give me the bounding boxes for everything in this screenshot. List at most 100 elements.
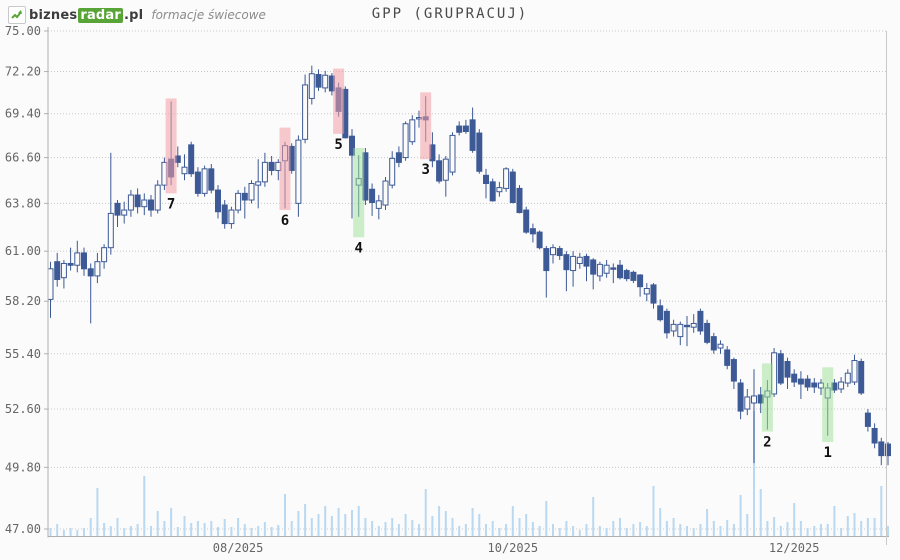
volume-bar: [330, 516, 333, 536]
candle-body-up: [181, 166, 188, 175]
volume-bar: [444, 511, 447, 536]
candle-body-up: [838, 381, 845, 390]
volume-bar: [605, 528, 608, 536]
volume-bar: [538, 526, 541, 536]
volume-bar: [833, 506, 836, 536]
candle-body-up: [643, 288, 650, 295]
volume-bar: [257, 526, 260, 536]
volume-bar: [726, 520, 729, 536]
pattern-highlight-7[interactable]: [165, 98, 177, 194]
volume-bar: [552, 524, 554, 536]
candle-body-down: [684, 324, 690, 328]
candle-body-down: [134, 194, 141, 208]
candle-body-down: [737, 382, 744, 412]
volume-bar: [572, 526, 575, 536]
volume-bar: [820, 524, 822, 536]
candle-body-up: [101, 247, 108, 263]
candle-body-down: [529, 228, 536, 235]
volume-bar: [866, 518, 869, 536]
biznesradar-logo[interactable]: biznes radar .pl: [8, 6, 143, 24]
candle-body-up: [308, 73, 315, 99]
volume-bar: [793, 503, 796, 536]
volume-bar: [746, 514, 749, 536]
pattern-label-4: 4: [354, 240, 362, 256]
volume-bar: [103, 523, 106, 536]
volume-bar: [686, 526, 688, 536]
volume-bar: [136, 524, 139, 536]
candle-body-down: [476, 132, 483, 172]
volume-bar: [464, 524, 467, 536]
y-tick-label-72.20: 72.20: [5, 65, 41, 79]
candle-body-down: [630, 271, 637, 281]
pattern-highlight-5[interactable]: [333, 68, 345, 134]
candle-body-down: [657, 305, 664, 321]
volume-bar: [223, 519, 226, 536]
volume-bar: [766, 521, 769, 536]
candle-body-up: [107, 212, 114, 249]
candle-body-up: [127, 194, 134, 211]
candle-body-down: [194, 171, 201, 194]
candle-body-down: [623, 270, 630, 280]
volume-bar: [719, 526, 722, 536]
y-tick-label-47.00: 47.00: [5, 522, 41, 536]
candle-body-down: [543, 248, 550, 272]
pattern-label-5: 5: [334, 137, 342, 153]
x-tick-label-08/2025: 08/2025: [213, 541, 264, 555]
candle-body-down: [590, 259, 597, 275]
candle-body-up: [261, 161, 268, 183]
volume-bar: [116, 518, 119, 536]
volume-bar: [304, 504, 307, 536]
candle-body-up: [496, 187, 503, 193]
candle-body-down: [87, 268, 94, 277]
logo-text-prefix: biznes: [29, 7, 78, 23]
volume-bar: [813, 526, 816, 536]
candle-body-down: [583, 255, 590, 267]
candle-body-down: [858, 361, 865, 394]
pattern-highlight-4[interactable]: [353, 148, 365, 238]
volume-bar: [150, 526, 152, 536]
y-tick-label-52.60: 52.60: [5, 402, 41, 416]
volume-bar: [706, 509, 709, 536]
candle-body-up: [596, 263, 603, 277]
volume-bar: [612, 521, 615, 536]
candle-body-up: [402, 123, 409, 159]
volume-bar: [351, 510, 353, 536]
volume-bar: [163, 521, 166, 536]
volume-bar: [471, 508, 474, 536]
pattern-highlight-1[interactable]: [822, 367, 834, 442]
volume-bar: [491, 521, 494, 536]
candle-body-up: [409, 119, 416, 143]
candle-body-down: [188, 144, 195, 175]
volume-bar: [411, 520, 414, 536]
candle-body-down: [349, 135, 355, 156]
candle-body-up: [677, 323, 684, 338]
volume-bar: [826, 524, 829, 536]
pattern-highlight-6[interactable]: [279, 127, 291, 211]
volume-bar: [665, 521, 668, 536]
volume-bar: [129, 526, 132, 536]
candle-body-down: [523, 209, 530, 233]
candle-body-up: [603, 264, 610, 274]
y-tick-label-61.00: 61.00: [5, 244, 41, 258]
volume-bar: [840, 528, 843, 536]
volume-bar: [176, 527, 179, 536]
pattern-highlight-3[interactable]: [420, 92, 432, 160]
volume-bar: [324, 506, 327, 536]
candle-body-up: [74, 252, 81, 266]
volume-bar: [853, 513, 856, 536]
candle-body-up: [322, 74, 329, 89]
y-tick-label-58.20: 58.20: [5, 294, 41, 308]
candle-body-down: [610, 267, 617, 270]
pattern-highlight-2[interactable]: [761, 363, 773, 432]
volume-bar: [565, 521, 568, 536]
volume-bar: [485, 524, 487, 536]
candle-body-down: [563, 254, 570, 271]
candle-body-up: [751, 395, 757, 404]
volume-bar: [478, 514, 481, 536]
candle-body-down: [369, 188, 376, 204]
candle-body-down: [114, 202, 121, 216]
volume-bar: [377, 526, 380, 536]
y-tick-label-49.80: 49.80: [5, 460, 41, 474]
candle-body-down: [811, 382, 818, 388]
volume-bar: [806, 528, 809, 536]
